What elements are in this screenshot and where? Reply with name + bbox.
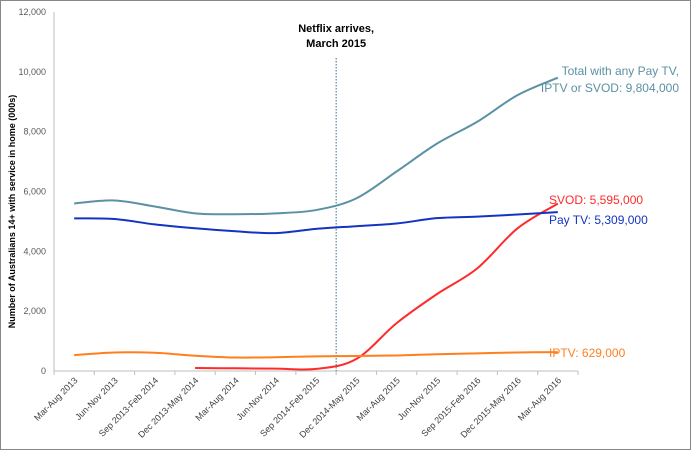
series-label-pay-tv: Pay TV: 5,309,000 xyxy=(549,213,648,227)
x-tick-label: Mar-Aug 2016 xyxy=(516,375,563,422)
y-tick-label: 8,000 xyxy=(23,127,46,137)
y-tick-label: 4,000 xyxy=(23,246,46,256)
y-axis-title: Number of Australians 14+ with service i… xyxy=(7,95,17,329)
y-tick-label: 10,000 xyxy=(18,67,46,77)
series-line-pay-tv xyxy=(74,211,558,235)
series-label-svod: SVOD: 5,595,000 xyxy=(549,193,643,207)
netflix-annotation: March 2015 xyxy=(306,38,366,50)
series-line-iptv xyxy=(74,351,558,359)
series-line-svod xyxy=(195,202,559,371)
y-tick-label: 0 xyxy=(41,366,46,376)
y-tick-label: 6,000 xyxy=(23,187,46,197)
netflix-annotation: Netflix arrives, xyxy=(298,23,374,35)
series-line-total-with-any-pay-tv-iptv-or-svod xyxy=(74,76,559,216)
y-tick-label: 2,000 xyxy=(23,306,46,316)
series-label-total-with-any-pay-tv-iptv-or-svod: Total with any Pay TV, xyxy=(562,64,679,78)
y-tick-label: 12,000 xyxy=(18,7,46,17)
series-label-iptv: IPTV: 629,000 xyxy=(549,346,626,360)
series-label-total-with-any-pay-tv-iptv-or-svod: IPTV or SVOD: 9,804,000 xyxy=(541,81,679,95)
